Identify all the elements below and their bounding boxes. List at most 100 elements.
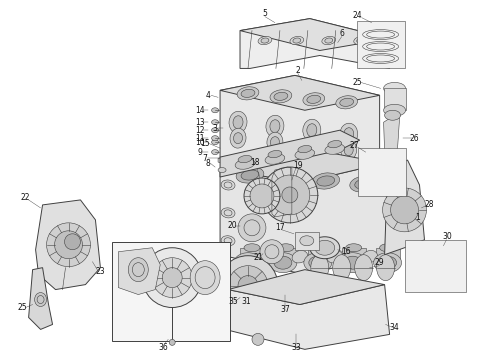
Ellipse shape — [311, 255, 329, 280]
Text: 20: 20 — [227, 221, 237, 230]
Polygon shape — [220, 75, 380, 178]
Circle shape — [270, 175, 310, 215]
Text: 2: 2 — [295, 66, 300, 75]
Circle shape — [142, 248, 202, 307]
Polygon shape — [218, 158, 382, 182]
Text: 29: 29 — [375, 258, 385, 267]
Ellipse shape — [385, 110, 400, 120]
Text: 25: 25 — [353, 78, 363, 87]
Ellipse shape — [244, 244, 260, 252]
Text: 10: 10 — [196, 138, 205, 147]
Text: 9: 9 — [197, 148, 202, 157]
Text: 4: 4 — [206, 91, 211, 100]
Ellipse shape — [290, 36, 304, 45]
Ellipse shape — [346, 244, 362, 252]
Ellipse shape — [234, 253, 262, 273]
Ellipse shape — [304, 136, 320, 156]
Text: 27: 27 — [350, 141, 360, 150]
Ellipse shape — [229, 111, 247, 133]
Circle shape — [152, 258, 192, 298]
Ellipse shape — [236, 167, 264, 183]
Bar — [240, 248, 264, 260]
Polygon shape — [220, 163, 390, 275]
Circle shape — [391, 196, 418, 224]
Ellipse shape — [35, 293, 47, 306]
Ellipse shape — [274, 256, 292, 269]
Ellipse shape — [221, 180, 235, 190]
Ellipse shape — [340, 123, 358, 145]
Circle shape — [228, 266, 268, 306]
Ellipse shape — [257, 251, 273, 263]
Text: 14: 14 — [196, 106, 205, 115]
Ellipse shape — [268, 150, 282, 158]
Circle shape — [244, 178, 280, 214]
Ellipse shape — [325, 38, 333, 43]
Ellipse shape — [317, 176, 335, 186]
Ellipse shape — [221, 236, 235, 246]
Ellipse shape — [239, 256, 257, 269]
Ellipse shape — [212, 120, 219, 125]
Text: 36: 36 — [158, 343, 168, 352]
Circle shape — [218, 256, 278, 315]
Ellipse shape — [266, 115, 284, 137]
Text: 37: 37 — [280, 305, 290, 314]
Polygon shape — [220, 148, 385, 183]
Ellipse shape — [339, 253, 367, 273]
Ellipse shape — [234, 133, 243, 144]
Circle shape — [65, 234, 80, 250]
Bar — [405, 240, 466, 292]
Text: 5: 5 — [263, 9, 268, 18]
Ellipse shape — [325, 144, 344, 154]
Ellipse shape — [274, 92, 288, 100]
Ellipse shape — [303, 119, 321, 141]
Ellipse shape — [340, 98, 354, 106]
Polygon shape — [28, 268, 52, 329]
Text: 12: 12 — [196, 126, 205, 135]
Ellipse shape — [355, 255, 372, 280]
Ellipse shape — [357, 38, 365, 43]
Polygon shape — [225, 285, 390, 349]
Circle shape — [262, 167, 318, 223]
Polygon shape — [385, 160, 424, 255]
Ellipse shape — [190, 261, 220, 294]
Ellipse shape — [328, 140, 342, 148]
Ellipse shape — [350, 176, 377, 192]
Ellipse shape — [269, 253, 297, 273]
Ellipse shape — [303, 93, 325, 106]
Ellipse shape — [230, 128, 246, 148]
Ellipse shape — [384, 82, 406, 94]
Ellipse shape — [307, 141, 317, 152]
Text: 34: 34 — [390, 323, 399, 332]
Circle shape — [383, 188, 426, 232]
Ellipse shape — [238, 156, 252, 163]
Text: 11: 11 — [196, 134, 205, 143]
Ellipse shape — [380, 244, 395, 252]
Ellipse shape — [241, 170, 259, 180]
Polygon shape — [36, 200, 100, 289]
Text: 24: 24 — [353, 11, 363, 20]
Ellipse shape — [270, 137, 279, 148]
Bar — [295, 232, 319, 250]
Ellipse shape — [261, 38, 269, 43]
Ellipse shape — [341, 140, 357, 160]
Polygon shape — [385, 163, 399, 255]
Circle shape — [54, 231, 82, 259]
Text: 17: 17 — [275, 223, 285, 232]
Ellipse shape — [212, 150, 219, 154]
Polygon shape — [220, 75, 380, 110]
Ellipse shape — [374, 253, 401, 273]
Bar — [274, 248, 298, 260]
Ellipse shape — [212, 128, 219, 133]
Text: 28: 28 — [425, 201, 434, 210]
Circle shape — [238, 214, 266, 242]
Circle shape — [162, 268, 182, 288]
Ellipse shape — [295, 149, 315, 159]
Ellipse shape — [292, 251, 308, 263]
Text: 35: 35 — [228, 297, 238, 306]
Polygon shape — [240, 19, 390, 68]
Ellipse shape — [279, 173, 297, 183]
Ellipse shape — [237, 87, 259, 100]
Ellipse shape — [278, 244, 294, 252]
Ellipse shape — [241, 89, 255, 98]
Ellipse shape — [327, 251, 343, 263]
